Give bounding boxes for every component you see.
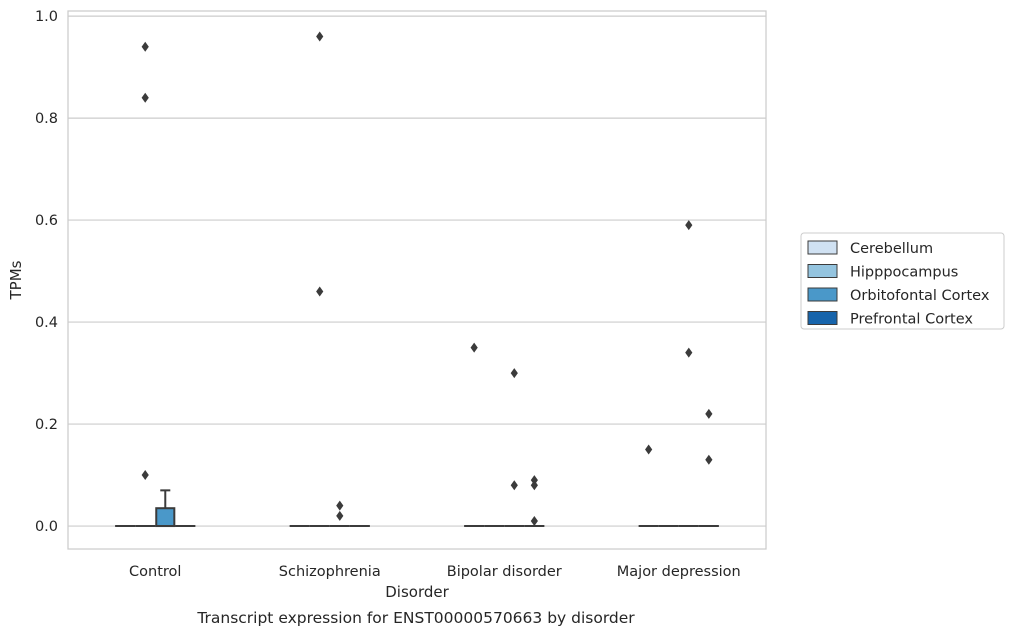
x-tick-label: Bipolar disorder xyxy=(447,564,562,580)
legend-label-hipppocampus: Hipppocampus xyxy=(850,265,958,281)
outlier-point xyxy=(510,480,518,491)
y-tick-label: 1.0 xyxy=(35,9,58,25)
x-tick-label: Major depression xyxy=(617,564,741,580)
legend: Cerebellum Hipppocampus Orbitofontal Corte… xyxy=(800,232,1005,330)
box-control-orbitofontal-cortex xyxy=(155,489,176,528)
chart-caption: Transcript expression for ENST0000057066… xyxy=(196,609,635,627)
legend-label-cerebellum: Cerebellum xyxy=(850,241,933,257)
grid-layer xyxy=(68,15,766,527)
y-tick-label: 0.0 xyxy=(35,519,58,535)
legend-label-prefrontal-cortex: Prefrontal Cortex xyxy=(850,312,973,328)
y-axis-label: TPMs xyxy=(7,260,25,300)
outlier-point xyxy=(316,31,324,42)
outlier-point xyxy=(530,475,538,486)
x-tick-label: Schizophrenia xyxy=(279,564,381,580)
x-axis-label: Disorder xyxy=(385,583,449,601)
y-tick-label: 0.4 xyxy=(35,315,58,331)
y-tick-label: 0.6 xyxy=(35,213,58,229)
outlier-point xyxy=(685,347,693,358)
y-tick-labels: 0.0 0.2 0.4 0.6 0.8 1.0 xyxy=(35,9,58,535)
outlier-point xyxy=(336,500,344,511)
legend-frame xyxy=(800,232,1005,330)
outlier-point xyxy=(685,220,693,231)
outlier-point xyxy=(530,515,538,526)
outlier-point xyxy=(336,510,344,521)
x-tick-label: Control xyxy=(129,564,181,580)
outlier-layer xyxy=(141,31,713,526)
legend-swatch-hipppocampus xyxy=(807,264,838,278)
legend-label-orbitofontal-cortex: Orbitofontal Cortex xyxy=(850,288,990,304)
outlier-point xyxy=(530,480,538,491)
x-tick-labels: Control Schizophrenia Bipolar disorder Majo… xyxy=(129,564,741,580)
plot-frame xyxy=(67,10,767,550)
outlier-point xyxy=(316,286,324,297)
y-tick-label: 0.2 xyxy=(35,417,58,433)
legend-swatch-orbitofontal-cortex xyxy=(807,287,838,302)
y-tick-label: 0.8 xyxy=(35,111,58,127)
outlier-point xyxy=(705,408,713,419)
outlier-point xyxy=(141,470,149,481)
outlier-point xyxy=(705,454,713,465)
legend-swatch-prefrontal-cortex xyxy=(807,311,838,325)
box-body xyxy=(155,507,176,528)
outlier-point xyxy=(141,92,149,103)
outlier-point xyxy=(470,342,478,353)
box-layer xyxy=(115,489,719,528)
legend-swatch-cerebellum xyxy=(807,240,838,255)
outlier-point xyxy=(645,444,653,455)
outlier-point xyxy=(141,41,149,52)
outlier-point xyxy=(510,368,518,379)
